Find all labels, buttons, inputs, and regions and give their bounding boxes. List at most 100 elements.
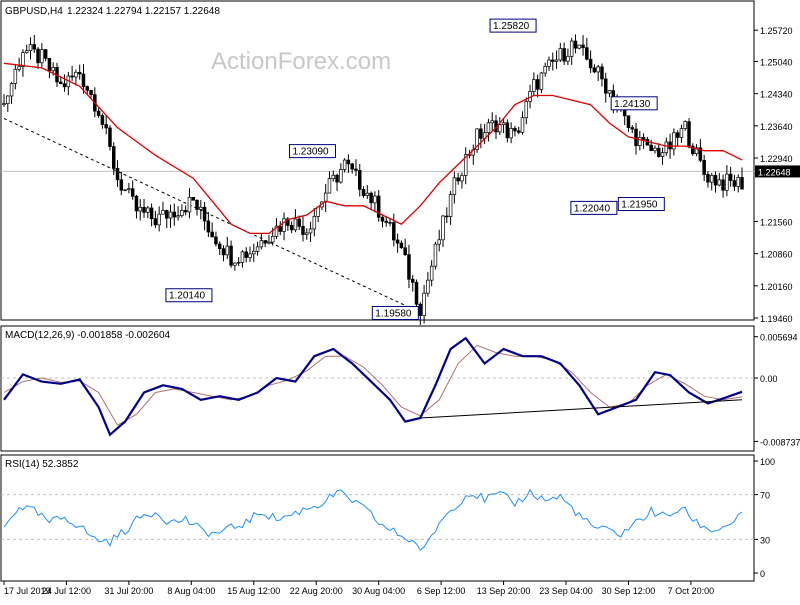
candle: [143, 199, 146, 218]
candle-body: [131, 189, 134, 197]
candle: [355, 159, 358, 176]
candle-body: [124, 190, 127, 191]
candle: [707, 171, 710, 188]
candle-body: [59, 82, 62, 84]
candle-body: [631, 128, 634, 129]
candle: [268, 235, 271, 245]
candle-body: [525, 101, 528, 117]
candle-body: [180, 210, 183, 215]
candle: [351, 163, 354, 174]
candle: [222, 245, 225, 261]
candle-body: [256, 247, 259, 251]
candle: [215, 232, 218, 247]
rsi-tick-label: 100: [760, 457, 775, 467]
candle: [521, 111, 524, 134]
candle-body: [135, 196, 138, 211]
candle: [362, 186, 365, 198]
candle: [199, 200, 202, 219]
candle-body: [661, 153, 664, 157]
candle: [332, 171, 335, 182]
candle-body: [97, 111, 100, 115]
candle-body: [294, 219, 297, 230]
candle: [676, 130, 679, 146]
candle: [192, 197, 195, 200]
candle-body: [127, 189, 130, 190]
candle-body: [351, 164, 354, 169]
candle-body: [309, 229, 312, 233]
candle-body: [487, 123, 490, 133]
candle-body: [722, 180, 725, 190]
candle-body: [86, 87, 89, 91]
candle-body: [14, 69, 17, 83]
candle: [654, 145, 657, 153]
candle-body: [593, 68, 596, 72]
candle: [423, 285, 426, 324]
candle-body: [684, 122, 687, 129]
candle: [127, 183, 130, 193]
candle: [109, 125, 112, 150]
candle: [741, 167, 744, 189]
candle-body: [188, 197, 191, 212]
candle: [419, 302, 422, 325]
candle-body: [233, 263, 236, 265]
candle: [139, 199, 142, 220]
candle-body: [336, 175, 339, 182]
candle: [479, 124, 482, 148]
candle-body: [510, 128, 513, 137]
candle: [283, 212, 286, 240]
candle-body: [585, 48, 588, 60]
candle: [101, 113, 104, 128]
price-annotation-label: 1.22040: [574, 203, 611, 214]
candle: [373, 191, 376, 212]
candle: [404, 239, 407, 256]
candle-body: [392, 222, 395, 239]
candle: [532, 72, 535, 95]
price-plot: 1.257201.250401.243401.236401.229401.226…: [1, 19, 800, 325]
x-tick-label: 30 Aug 04:00: [352, 586, 405, 596]
candle: [544, 63, 547, 77]
candle: [559, 43, 562, 62]
candle: [725, 165, 728, 196]
candle-body: [260, 241, 263, 247]
candle-body: [657, 148, 660, 156]
candle: [6, 95, 9, 112]
candle: [317, 207, 320, 222]
candle: [498, 117, 501, 135]
price-tick-label: 1.20860: [760, 250, 793, 260]
rsi-line: [4, 490, 742, 550]
candle-body: [638, 137, 641, 145]
candle: [343, 158, 346, 172]
candle: [264, 240, 267, 247]
candle: [514, 126, 517, 136]
candle: [71, 66, 74, 81]
candle: [218, 241, 221, 254]
candle-body: [396, 240, 399, 243]
candle-body: [582, 45, 585, 48]
candle: [154, 211, 157, 228]
candle: [506, 119, 509, 142]
macd-trend-line: [420, 400, 742, 418]
candle-body: [536, 80, 539, 90]
candle-body: [703, 160, 706, 174]
candle-body: [737, 177, 740, 186]
candle: [502, 119, 505, 133]
candle: [309, 222, 312, 242]
candle: [25, 45, 28, 54]
macd-plot: 0.0056940.00-0.008737: [1, 333, 800, 448]
rsi-plot: 10070300: [1, 457, 775, 579]
candle-body: [226, 246, 229, 255]
candle-body: [498, 125, 501, 132]
candle-body: [415, 282, 418, 304]
candle-body: [10, 83, 13, 96]
candle-body: [445, 216, 448, 217]
candle: [601, 64, 604, 87]
candle-body: [48, 58, 51, 70]
candle: [37, 47, 40, 69]
candle-body: [290, 225, 293, 229]
x-tick-label: 15 Aug 12:00: [227, 586, 280, 596]
candle-body: [551, 60, 554, 61]
candle-body: [211, 232, 214, 237]
price-tick-label: 1.25720: [760, 26, 793, 36]
candle-body: [604, 79, 607, 93]
